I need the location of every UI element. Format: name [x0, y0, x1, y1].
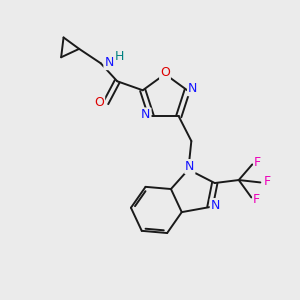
Text: F: F — [263, 175, 271, 188]
Text: N: N — [141, 108, 151, 122]
Text: O: O — [94, 96, 104, 110]
Text: N: N — [211, 199, 220, 212]
Text: O: O — [160, 66, 170, 79]
Text: N: N — [104, 56, 114, 69]
Text: F: F — [254, 156, 261, 170]
Text: N: N — [188, 82, 197, 95]
Text: H: H — [115, 50, 124, 63]
Text: F: F — [253, 193, 260, 206]
Text: N: N — [185, 160, 194, 173]
